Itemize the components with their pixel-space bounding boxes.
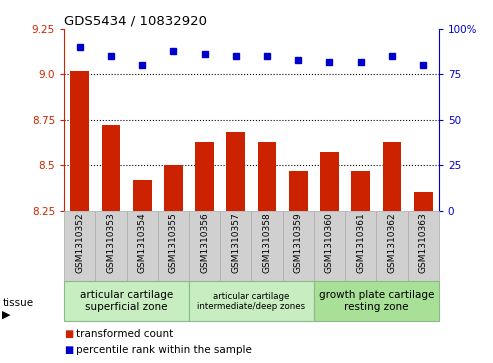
Text: GSM1310360: GSM1310360 — [325, 213, 334, 273]
Text: percentile rank within the sample: percentile rank within the sample — [76, 345, 252, 355]
Bar — [414, 192, 432, 211]
Bar — [383, 142, 401, 211]
Bar — [195, 142, 214, 211]
Text: GSM1310354: GSM1310354 — [138, 213, 146, 273]
Text: ■: ■ — [64, 329, 73, 339]
Text: tissue: tissue — [2, 298, 34, 308]
Bar — [95, 211, 127, 281]
Text: GSM1310363: GSM1310363 — [419, 213, 427, 273]
Text: GDS5434 / 10832920: GDS5434 / 10832920 — [64, 15, 207, 28]
Text: GSM1310356: GSM1310356 — [200, 213, 209, 273]
Bar — [220, 211, 251, 281]
Text: articular cartilage
intermediate/deep zones: articular cartilage intermediate/deep zo… — [197, 291, 306, 311]
Text: GSM1310353: GSM1310353 — [106, 213, 115, 273]
Text: GSM1310362: GSM1310362 — [387, 213, 396, 273]
Bar — [102, 125, 120, 211]
Bar — [320, 152, 339, 211]
Bar — [345, 211, 376, 281]
Bar — [314, 211, 345, 281]
Bar — [258, 142, 277, 211]
Bar — [189, 211, 220, 281]
Bar — [127, 211, 158, 281]
Bar — [164, 165, 183, 211]
Bar — [408, 211, 439, 281]
Text: GSM1310357: GSM1310357 — [231, 213, 240, 273]
Bar — [189, 281, 314, 321]
Bar — [282, 211, 314, 281]
Text: growth plate cartilage
resting zone: growth plate cartilage resting zone — [318, 290, 434, 312]
Bar — [133, 180, 151, 211]
Text: GSM1310359: GSM1310359 — [294, 213, 303, 273]
Bar — [352, 171, 370, 211]
Bar — [289, 171, 308, 211]
Text: ▶: ▶ — [2, 309, 11, 319]
Text: GSM1310352: GSM1310352 — [75, 213, 84, 273]
Text: articular cartilage
superficial zone: articular cartilage superficial zone — [80, 290, 173, 312]
Bar — [64, 281, 189, 321]
Bar — [251, 211, 282, 281]
Text: GSM1310358: GSM1310358 — [263, 213, 272, 273]
Text: GSM1310361: GSM1310361 — [356, 213, 365, 273]
Bar — [158, 211, 189, 281]
Text: ■: ■ — [64, 345, 73, 355]
Bar — [70, 71, 89, 211]
Bar — [226, 132, 245, 211]
Bar — [376, 211, 408, 281]
Text: transformed count: transformed count — [76, 329, 174, 339]
Bar — [314, 281, 439, 321]
Bar — [64, 211, 95, 281]
Text: GSM1310355: GSM1310355 — [169, 213, 178, 273]
